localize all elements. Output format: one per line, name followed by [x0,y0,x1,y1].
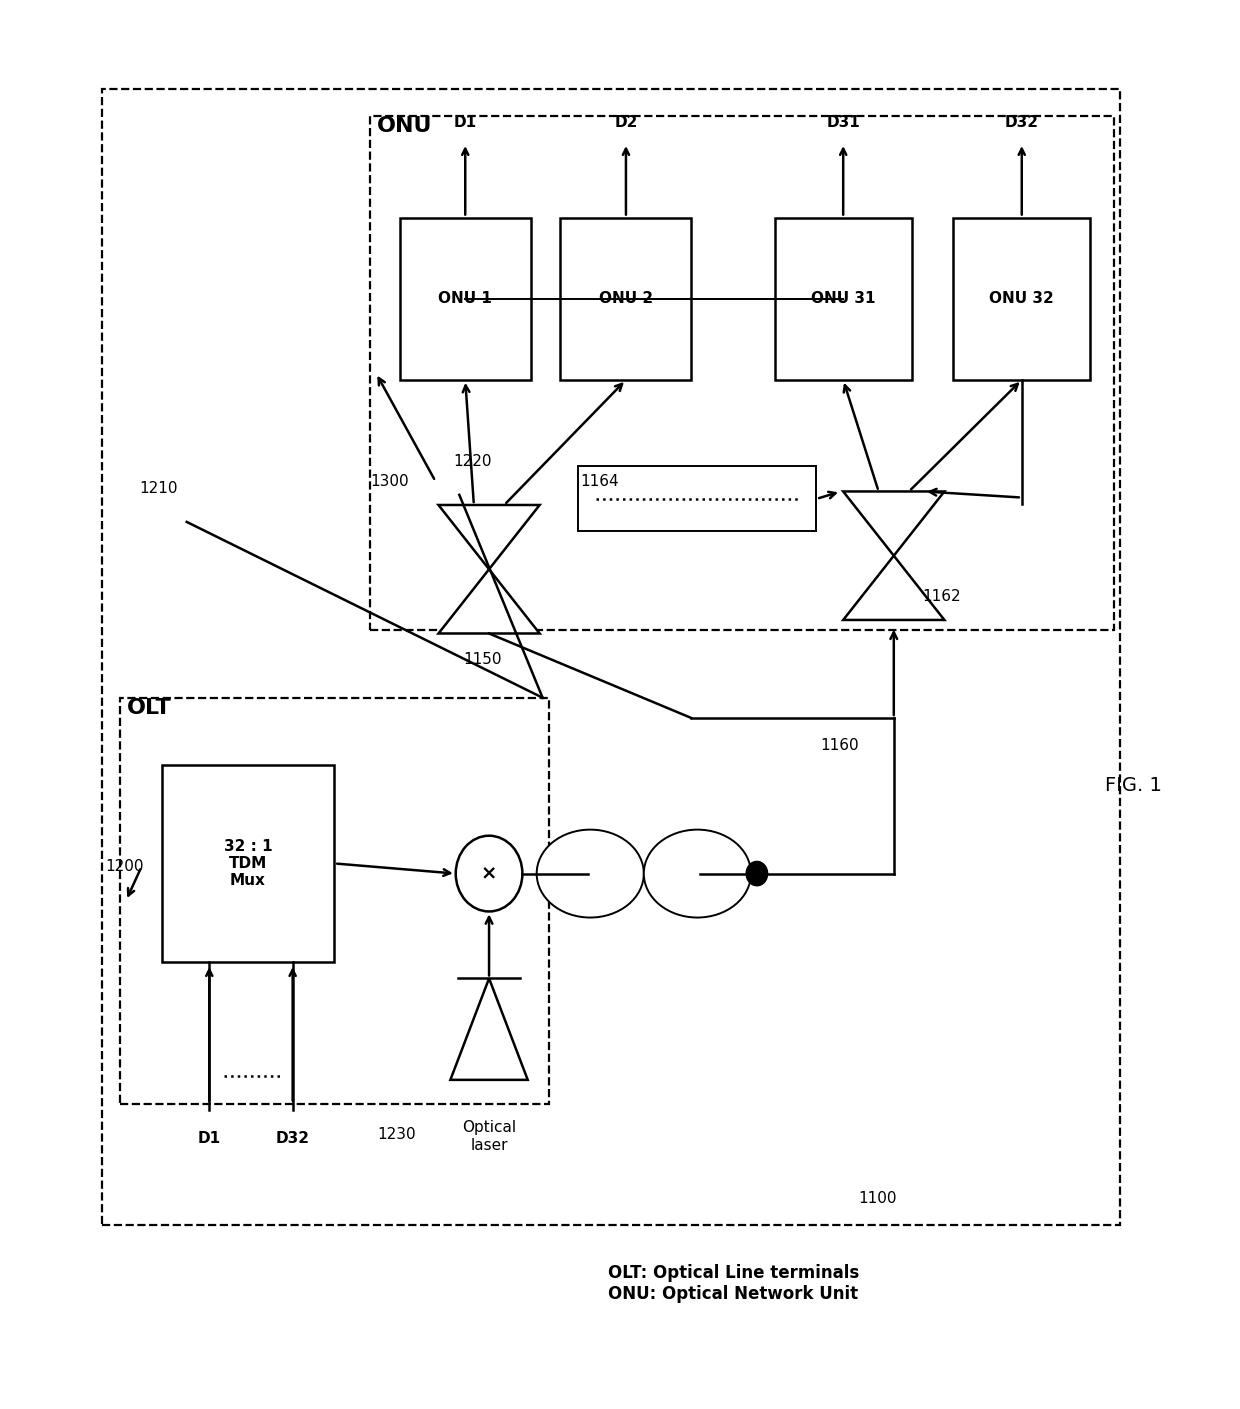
Polygon shape [450,978,528,1079]
Polygon shape [843,555,945,620]
Text: D32: D32 [275,1130,310,1146]
Bar [120,697,548,1103]
Bar [775,217,911,380]
Text: D1: D1 [454,114,477,130]
Text: OLT: OLT [128,697,172,719]
Text: D1: D1 [197,1130,221,1146]
Text: 1210: 1210 [139,480,177,496]
Text: 1160: 1160 [820,737,858,752]
Text: 1230: 1230 [377,1127,415,1143]
Text: D32: D32 [1004,114,1039,130]
Text: 1100: 1100 [858,1191,897,1206]
Text: FIG. 1: FIG. 1 [1105,776,1162,795]
Text: 1164: 1164 [580,473,619,489]
Circle shape [746,861,768,886]
Text: 1200: 1200 [105,859,144,875]
Text: 1162: 1162 [923,589,961,604]
Ellipse shape [537,830,644,917]
Text: 1150: 1150 [463,652,501,668]
Bar [370,116,1114,630]
Text: ONU 1: ONU 1 [438,292,492,306]
Circle shape [456,836,522,912]
Bar [954,217,1090,380]
Text: ONU 32: ONU 32 [990,292,1054,306]
Text: D2: D2 [614,114,637,130]
Text: 1220: 1220 [454,454,492,469]
Text: 32 : 1
TDM
Mux: 32 : 1 TDM Mux [223,838,273,888]
Text: ×: × [481,864,497,883]
Bar [102,89,1120,1226]
Polygon shape [843,492,945,555]
Text: Optical
laser: Optical laser [463,1120,516,1153]
Text: ONU 2: ONU 2 [599,292,653,306]
Text: OLT: Optical Line terminals
ONU: Optical Network Unit: OLT: Optical Line terminals ONU: Optical… [608,1264,859,1303]
Text: ONU: ONU [377,117,433,137]
Bar [399,217,531,380]
Text: D31: D31 [826,114,861,130]
Bar [560,217,692,380]
Text: ONU 31: ONU 31 [811,292,875,306]
Bar [161,765,335,961]
Polygon shape [439,504,539,569]
Polygon shape [439,569,539,634]
Ellipse shape [644,830,751,917]
Bar [578,466,816,531]
Text: 1300: 1300 [370,473,409,489]
